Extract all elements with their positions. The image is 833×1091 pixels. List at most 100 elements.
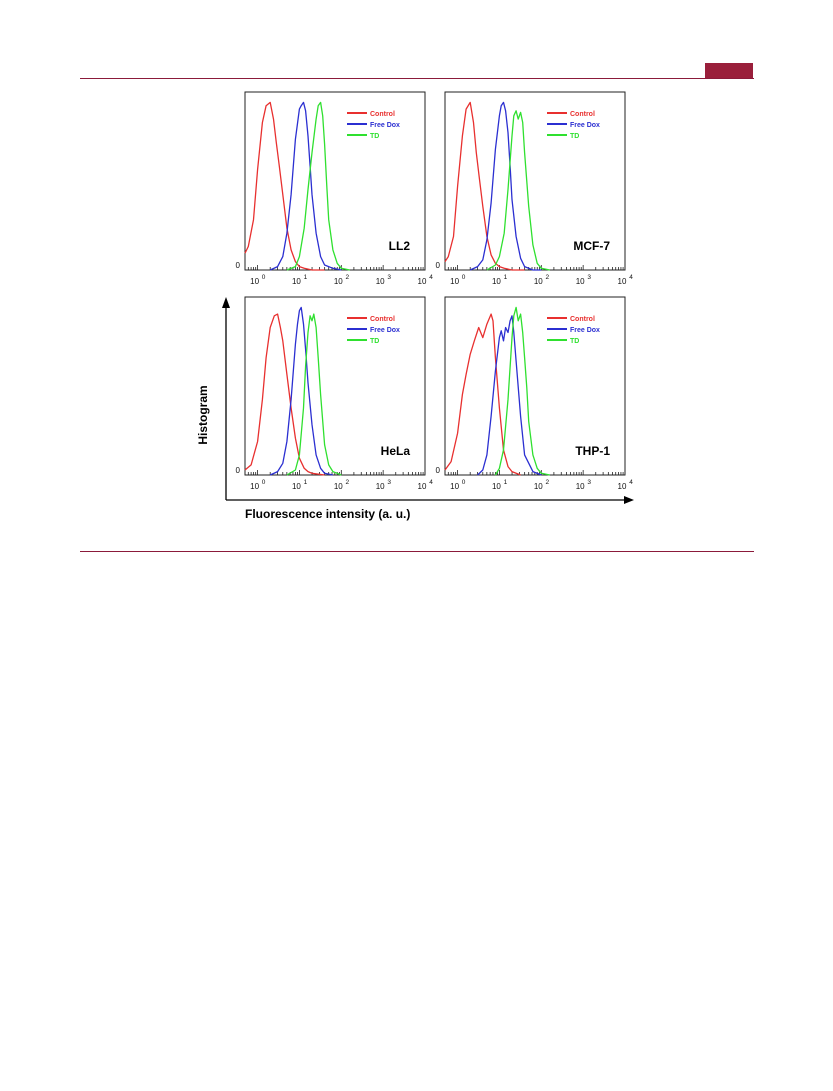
x-tick-label: 10 1 [492,479,508,491]
x-tick-label: 10 0 [450,274,466,286]
svg-text:10: 10 [334,482,343,491]
y-axis-arrow-head [222,297,230,308]
series-line-control [444,313,521,476]
svg-text:10: 10 [618,482,627,491]
svg-text:3: 3 [587,274,591,281]
y-tick-label: 0 [236,261,241,270]
x-tick-label: 10 3 [376,274,392,286]
x-tick-label: 10 1 [292,479,308,491]
x-tick-label: 10 4 [418,274,434,286]
x-axis-label: Fluorescence intensity (a. u.) [245,507,411,521]
legend-label-free-dox: Free Dox [570,122,600,129]
panel-title: MCF-7 [573,239,610,253]
x-tick-label: 10 4 [618,274,634,286]
svg-text:10: 10 [534,482,543,491]
panel-title: LL2 [389,239,411,253]
svg-text:10: 10 [292,277,301,286]
y-tick-label: 0 [436,466,441,475]
series-line-td [486,110,550,271]
legend-label-free-dox: Free Dox [370,122,400,129]
svg-text:10: 10 [492,482,501,491]
footer-rule [80,551,754,552]
svg-text:10: 10 [418,277,427,286]
x-tick-label: 10 2 [534,479,550,491]
series-line-control [244,101,325,271]
legend-label-control: Control [370,316,395,323]
svg-text:10: 10 [450,277,459,286]
svg-text:10: 10 [576,277,585,286]
svg-text:2: 2 [545,479,549,486]
legend-label-control: Control [570,111,595,118]
series-line-free-dox [269,306,334,476]
svg-text:2: 2 [545,274,549,281]
svg-text:0: 0 [262,274,266,281]
svg-text:10: 10 [334,277,343,286]
svg-text:3: 3 [387,479,391,486]
x-tick-label: 10 0 [250,274,266,286]
svg-text:2: 2 [345,274,349,281]
x-tick-label: 10 2 [534,274,550,286]
svg-text:10: 10 [534,277,543,286]
svg-text:1: 1 [304,479,308,486]
y-axis-label: Histogram [196,385,210,445]
series-line-td [286,101,350,271]
series-line-control [444,101,525,271]
legend-label-td: TD [370,338,379,345]
legend-label-td: TD [570,133,579,140]
y-tick-label: 0 [236,466,241,475]
x-tick-label: 10 3 [376,479,392,491]
panel-title: THP-1 [575,444,610,458]
svg-text:0: 0 [262,479,266,486]
svg-text:3: 3 [387,274,391,281]
header-rule [80,78,754,79]
svg-text:4: 4 [429,479,433,486]
svg-text:10: 10 [292,482,301,491]
legend-label-td: TD [370,133,379,140]
svg-text:4: 4 [629,274,633,281]
x-tick-label: 10 1 [492,274,508,286]
svg-text:0: 0 [462,274,466,281]
series-line-free-dox [469,101,542,271]
svg-text:4: 4 [429,274,433,281]
svg-text:10: 10 [576,482,585,491]
x-tick-label: 10 4 [418,479,434,491]
legend-label-td: TD [570,338,579,345]
x-tick-label: 10 4 [618,479,634,491]
series-line-td [286,313,342,476]
x-tick-label: 10 1 [292,274,308,286]
series-line-free-dox [269,101,342,271]
svg-text:1: 1 [504,274,508,281]
legend-label-control: Control [570,316,595,323]
svg-text:1: 1 [304,274,308,281]
series-line-control [244,313,325,476]
x-axis-arrow-head [624,496,634,504]
svg-text:3: 3 [587,479,591,486]
svg-text:10: 10 [450,482,459,491]
x-tick-label: 10 3 [576,274,592,286]
svg-text:10: 10 [376,277,385,286]
series-line-td [494,306,550,476]
x-tick-label: 10 3 [576,479,592,491]
legend-label-free-dox: Free Dox [570,327,600,334]
svg-text:0: 0 [462,479,466,486]
x-tick-label: 10 2 [334,274,350,286]
panel-title: HeLa [381,444,411,458]
header-tab [705,63,753,78]
x-tick-label: 10 2 [334,479,350,491]
legend-label-free-dox: Free Dox [370,327,400,334]
svg-text:10: 10 [618,277,627,286]
svg-text:10: 10 [250,482,259,491]
series-line-free-dox [477,315,542,476]
x-tick-label: 10 0 [450,479,466,491]
svg-text:10: 10 [250,277,259,286]
svg-text:4: 4 [629,479,633,486]
svg-text:10: 10 [492,277,501,286]
svg-text:10: 10 [376,482,385,491]
svg-text:2: 2 [345,479,349,486]
x-tick-label: 10 0 [250,479,266,491]
